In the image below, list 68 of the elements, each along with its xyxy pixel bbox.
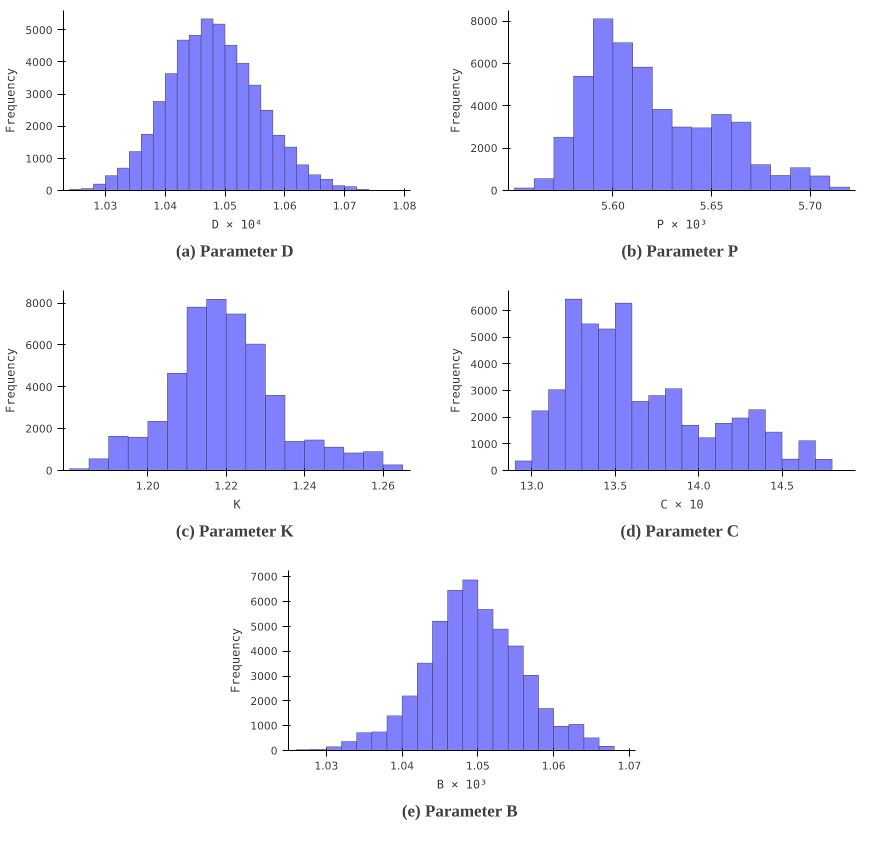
- y-tick-label: 0: [46, 464, 53, 478]
- x-tick-label: 1.08: [392, 200, 417, 212]
- y-tick-label: 2000: [25, 422, 53, 436]
- x-tick-label: 14.0: [686, 480, 711, 492]
- y-tick-label: 6000: [470, 304, 498, 318]
- y-tick-label: 2000: [250, 694, 278, 708]
- y-tick-label: 0: [490, 464, 498, 478]
- y-tick-label: 3000: [25, 88, 53, 102]
- y-tick-label: 6000: [250, 596, 278, 609]
- y-tick-label: 4000: [25, 56, 53, 69]
- x-tick-label: 1.05: [466, 760, 490, 772]
- x-axis-title: C × 10: [660, 498, 704, 512]
- y-tick-label: 1000: [250, 720, 278, 733]
- y-tick-label: 4000: [470, 358, 498, 371]
- x-tick-label: 1.26: [371, 480, 396, 492]
- text: (a) Parameter D: [176, 242, 294, 260]
- y-tick-label: 4000: [470, 100, 498, 113]
- y-tick-label: 5000: [470, 331, 498, 344]
- y-tick-label: 4000: [250, 645, 278, 658]
- x-tick-label: 1.04: [390, 760, 414, 772]
- x-tick-label: 1.03: [314, 760, 338, 772]
- x-tick-label: 5.70: [798, 200, 822, 212]
- text: (b) Parameter P: [621, 242, 738, 260]
- x-axis-title: P × 10³: [656, 218, 708, 232]
- y-tick-label: 5000: [25, 24, 53, 37]
- x-axis-title: D × 10⁴: [212, 218, 262, 232]
- y-tick-label: 2000: [470, 411, 498, 424]
- y-tick-label: 8000: [470, 15, 498, 28]
- y-tick-label: 3000: [250, 670, 278, 684]
- y-tick-label: 4000: [25, 380, 53, 394]
- y-axis-title: Frequency: [3, 348, 18, 414]
- x-axis-title: B × 10³: [436, 778, 488, 792]
- x-tick-label: 1.24: [292, 480, 317, 492]
- y-tick-label: 1000: [470, 438, 498, 451]
- x-tick-label: 5.60: [601, 200, 626, 212]
- x-tick-label: 1.22: [214, 480, 238, 492]
- x-tick-label: 14.5: [770, 480, 794, 492]
- x-tick-label: 1.03: [94, 200, 118, 212]
- x-tick-label: 1.04: [153, 200, 178, 212]
- x-tick-label: 1.07: [332, 200, 357, 212]
- x-tick-label: 1.20: [136, 480, 160, 492]
- y-tick-label: 0: [270, 744, 278, 758]
- y-axis-title: Frequency: [228, 628, 242, 694]
- y-tick-label: 0: [490, 184, 498, 198]
- x-tick-label: 13.5: [603, 480, 628, 492]
- text: (c) Parameter K: [176, 522, 294, 540]
- x-tick-label: 1.06: [273, 200, 297, 212]
- x-axis-title: K: [233, 498, 242, 512]
- y-axis-title: Frequency: [448, 348, 462, 414]
- text: (e) Parameter B: [402, 802, 518, 820]
- y-tick-label: 1000: [25, 152, 53, 166]
- y-tick-label: 6000: [470, 57, 498, 70]
- x-tick-label: 1.07: [618, 760, 642, 772]
- y-tick-label: 0: [46, 184, 53, 198]
- y-tick-label: 5000: [250, 620, 278, 634]
- y-tick-label: 7000: [250, 570, 278, 584]
- y-tick-label: 8000: [25, 297, 53, 310]
- x-tick-label: 13.0: [520, 480, 544, 492]
- y-tick-label: 6000: [25, 338, 53, 352]
- y-tick-label: 2000: [25, 120, 53, 134]
- y-axis-title: Frequency: [448, 68, 462, 134]
- x-tick-label: 1.05: [213, 200, 237, 212]
- text: (d) Parameter C: [620, 522, 740, 540]
- x-tick-label: 1.06: [542, 760, 566, 772]
- x-tick-label: 5.65: [700, 200, 724, 212]
- y-tick-label: 3000: [470, 384, 498, 398]
- y-tick-label: 2000: [470, 142, 498, 156]
- y-axis-title: Frequency: [3, 68, 18, 134]
